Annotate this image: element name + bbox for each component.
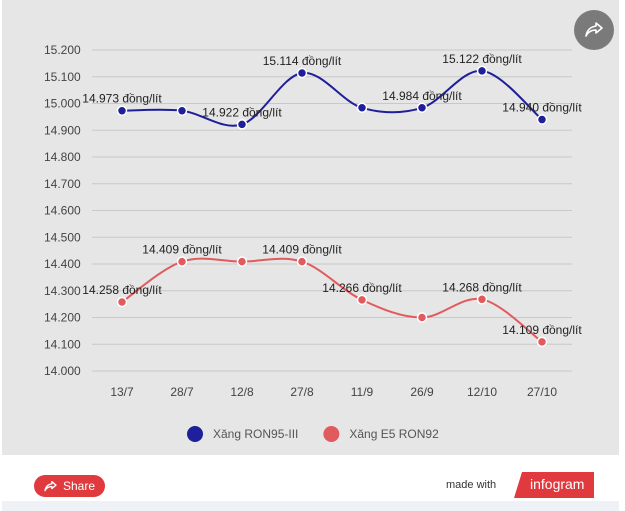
made-with-text: made with	[446, 479, 497, 491]
share-button[interactable]: Share	[34, 475, 105, 497]
data-label: 14.258 đồng/lít	[82, 283, 162, 297]
data-label: 14.922 đồng/lít	[202, 105, 282, 119]
data-point	[416, 102, 428, 114]
data-point	[236, 119, 248, 130]
share-icon	[585, 22, 603, 37]
y-tick-label: 14.900	[44, 123, 81, 137]
y-tick-label: 15.000	[44, 97, 81, 111]
data-point	[356, 294, 368, 306]
y-tick-label: 14.400	[44, 257, 81, 271]
series-line	[121, 69, 543, 127]
y-tick-label: 14.600	[44, 204, 81, 218]
x-tick-label: 26/9	[410, 385, 434, 399]
chart-panel: 15.200 15.100 15.000 14.900 14.800 14.700 14.6…	[2, 0, 619, 455]
legend-marker	[323, 426, 340, 442]
infogram-logo-text: infogram	[530, 476, 585, 492]
data-label: 14.109 đồng/lít	[502, 323, 582, 337]
data-label: 14.973 đồng/lít	[82, 92, 162, 106]
data-label: 14.266 đồng/lít	[322, 281, 402, 295]
data-point	[476, 294, 488, 305]
data-point	[236, 256, 248, 267]
x-tick-label: 11/9	[351, 385, 374, 399]
data-label: 15.122 đồng/lít	[442, 52, 522, 66]
data-point	[296, 67, 308, 79]
x-tick-label: 12/8	[230, 385, 254, 399]
y-tick-label: 15.100	[44, 70, 81, 84]
x-tick-label: 12/10	[467, 385, 497, 399]
y-tick-label: 14.100	[44, 337, 81, 351]
legend-label: Xăng RON95-III	[213, 427, 298, 441]
data-point	[116, 296, 128, 308]
y-tick-label: 14.200	[44, 311, 81, 325]
y-tick-label: 14.500	[44, 230, 81, 244]
share-button-label: Share	[62, 479, 96, 493]
data-label: 14.409 đồng/lít	[142, 243, 222, 257]
data-label: 14.268 đồng/lít	[442, 280, 522, 294]
x-tick-label: 13/7	[110, 385, 134, 399]
footer-strip	[2, 501, 619, 511]
y-tick-label: 14.300	[44, 284, 81, 298]
y-tick-label: 14.000	[44, 364, 81, 378]
data-point	[356, 102, 368, 114]
data-point	[296, 256, 308, 267]
data-label: 14.409 đồng/lít	[262, 243, 342, 257]
share-icon	[44, 480, 57, 491]
legend-label: Xăng E5 RON92	[349, 427, 439, 441]
data-label: 14.940 đồng/lít	[502, 101, 582, 115]
data-label: 14.984 đồng/lít	[382, 89, 462, 103]
y-tick-label: 15.200	[44, 43, 81, 57]
data-point	[476, 65, 488, 77]
legend-marker	[187, 426, 203, 442]
x-tick-label: 27/10	[527, 385, 557, 399]
x-tick-label: 27/8	[290, 385, 314, 399]
data-point	[416, 312, 428, 323]
data-point	[536, 114, 548, 125]
data-point	[176, 256, 188, 267]
data-point	[176, 105, 188, 116]
line-chart: 15.200 15.100 15.000 14.900 14.800 14.700 14.6…	[44, 43, 582, 442]
y-tick-label: 14.800	[44, 150, 81, 164]
data-label: 15.114 đồng/lít	[263, 54, 342, 68]
infogram-logo-link[interactable]: infogram	[514, 472, 594, 498]
footer: Share made with infogram	[2, 455, 619, 511]
x-tick-label: 28/7	[170, 385, 194, 399]
data-point	[536, 336, 548, 348]
y-tick-label: 14.700	[44, 177, 81, 191]
share-button-top[interactable]	[574, 10, 614, 50]
data-point	[116, 105, 128, 116]
